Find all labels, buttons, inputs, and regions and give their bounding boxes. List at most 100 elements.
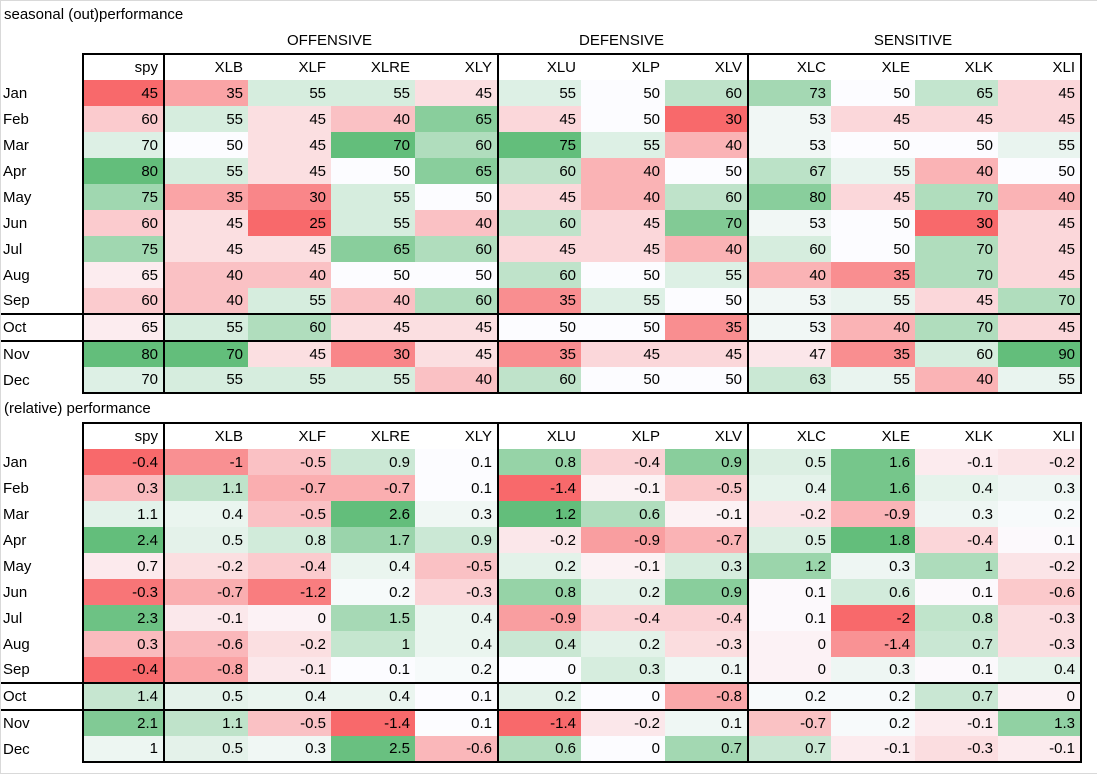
t2-cell-may-xlre[interactable]: 0.4 [331,553,415,579]
t2-cell-mar-xlb[interactable]: 0.4 [163,501,248,527]
t1-cell-may-xlc[interactable]: 80 [747,184,831,210]
t2-cell-apr-spy[interactable]: 2.4 [82,527,164,553]
t2-cell-jul-xlp[interactable]: -0.4 [581,605,665,631]
t2-cell-mar-xlv[interactable]: -0.1 [665,501,748,527]
t2-cell-apr-xle[interactable]: 1.8 [831,527,915,553]
t2-cell-may-xlu[interactable]: 0.2 [497,553,581,579]
t1-cell-feb-xle[interactable]: 45 [831,106,915,132]
t2-col-header-xlp[interactable]: XLP [581,422,665,449]
t1-cell-jul-xly[interactable]: 60 [415,236,498,262]
t1-cell-sep-xli[interactable]: 70 [998,288,1082,314]
t1-cell-oct-xlk[interactable]: 70 [915,313,998,342]
t2-cell-nov-xle[interactable]: 0.2 [831,710,915,736]
t1-cell-oct-spy[interactable]: 65 [82,313,164,342]
t2-cell-jun-xlre[interactable]: 0.2 [331,579,415,605]
t1-cell-may-xlre[interactable]: 55 [331,184,415,210]
t1-row-label-mar[interactable]: Mar [3,136,29,154]
t1-cell-sep-xlv[interactable]: 50 [665,288,748,314]
t1-cell-feb-xli[interactable]: 45 [998,106,1082,132]
t1-row-label-jun[interactable]: Jun [3,214,28,232]
t2-cell-jun-xlk[interactable]: 0.1 [915,579,998,605]
t2-cell-oct-spy[interactable]: 1.4 [82,682,164,711]
t2-cell-jan-xlv[interactable]: 0.9 [665,449,748,475]
t2-cell-aug-xlv[interactable]: -0.3 [665,631,748,657]
t2-cell-aug-xli[interactable]: -0.3 [998,631,1082,657]
t2-cell-feb-xlk[interactable]: 0.4 [915,475,998,501]
t2-cell-sep-xlre[interactable]: 0.1 [331,657,415,683]
t1-cell-oct-xlre[interactable]: 45 [331,313,415,342]
t1-cell-apr-xly[interactable]: 65 [415,158,498,184]
t2-row-label-nov[interactable]: Nov [3,715,30,732]
t2-cell-jun-xlv[interactable]: 0.9 [665,579,748,605]
t1-cell-sep-xlk[interactable]: 45 [915,288,998,314]
t1-cell-oct-xly[interactable]: 45 [415,313,498,342]
t2-row-label-may[interactable]: May [3,557,32,575]
t1-cell-aug-xli[interactable]: 45 [998,262,1082,288]
t1-cell-feb-xlu[interactable]: 45 [497,106,581,132]
t1-cell-dec-xlv[interactable]: 50 [665,367,748,394]
t2-cell-sep-xlu[interactable]: 0 [497,657,581,683]
t1-cell-jan-xle[interactable]: 50 [831,80,915,106]
t1-cell-apr-xlu[interactable]: 60 [497,158,581,184]
t2-cell-feb-xli[interactable]: 0.3 [998,475,1082,501]
t2-cell-aug-xle[interactable]: -1.4 [831,631,915,657]
t2-col-header-xlu[interactable]: XLU [497,422,581,449]
t1-cell-jun-xlre[interactable]: 55 [331,210,415,236]
t2-cell-oct-xly[interactable]: 0.1 [415,682,498,711]
t2-cell-feb-xly[interactable]: 0.1 [415,475,498,501]
t1-cell-mar-xlc[interactable]: 53 [747,132,831,158]
t2-cell-mar-xli[interactable]: 0.2 [998,501,1082,527]
t2-cell-dec-xli[interactable]: -0.1 [998,736,1082,763]
t1-col-header-xlv[interactable]: XLV [665,53,748,80]
t1-cell-may-xli[interactable]: 40 [998,184,1082,210]
t2-cell-nov-xlre[interactable]: -1.4 [331,710,415,736]
t2-cell-jul-xlb[interactable]: -0.1 [163,605,248,631]
t2-cell-oct-xlb[interactable]: 0.5 [163,682,248,711]
t1-cell-sep-xlre[interactable]: 40 [331,288,415,314]
t1-cell-sep-xlc[interactable]: 53 [747,288,831,314]
t2-cell-aug-xlu[interactable]: 0.4 [497,631,581,657]
t2-cell-feb-xlb[interactable]: 1.1 [163,475,248,501]
t2-cell-nov-xlu[interactable]: -1.4 [497,710,581,736]
t2-cell-jan-xlu[interactable]: 0.8 [497,449,581,475]
t1-cell-jun-spy[interactable]: 60 [82,210,164,236]
t2-cell-apr-xlre[interactable]: 1.7 [331,527,415,553]
t1-cell-jun-xlb[interactable]: 45 [163,210,248,236]
t1-cell-dec-xlf[interactable]: 55 [248,367,331,394]
t1-cell-may-xlu[interactable]: 45 [497,184,581,210]
t1-cell-may-xle[interactable]: 45 [831,184,915,210]
t1-cell-jun-xly[interactable]: 40 [415,210,498,236]
t1-cell-aug-xlre[interactable]: 50 [331,262,415,288]
t1-cell-feb-spy[interactable]: 60 [82,106,164,132]
t2-cell-aug-xlk[interactable]: 0.7 [915,631,998,657]
t2-cell-sep-spy[interactable]: -0.4 [82,657,164,683]
t1-cell-jun-xlp[interactable]: 45 [581,210,665,236]
t2-cell-jan-xlb[interactable]: -1 [163,449,248,475]
t1-cell-mar-xlu[interactable]: 75 [497,132,581,158]
t1-col-header-xlp[interactable]: XLP [581,53,665,80]
t2-cell-may-xly[interactable]: -0.5 [415,553,498,579]
t2-col-header-xle[interactable]: XLE [831,422,915,449]
t2-cell-nov-xlp[interactable]: -0.2 [581,710,665,736]
t2-cell-feb-xlu[interactable]: -1.4 [497,475,581,501]
t2-cell-mar-spy[interactable]: 1.1 [82,501,164,527]
t2-cell-sep-xlb[interactable]: -0.8 [163,657,248,683]
t1-row-label-oct[interactable]: Oct [1,313,83,342]
t2-cell-jan-xly[interactable]: 0.1 [415,449,498,475]
t2-cell-nov-xlf[interactable]: -0.5 [248,710,331,736]
t1-cell-sep-xle[interactable]: 55 [831,288,915,314]
t2-cell-dec-xlc[interactable]: 0.7 [747,736,831,763]
t1-cell-nov-xlf[interactable]: 45 [248,341,331,367]
t1-cell-nov-xlb[interactable]: 70 [163,341,248,367]
t1-cell-oct-xlp[interactable]: 50 [581,313,665,342]
t2-cell-nov-xly[interactable]: 0.1 [415,710,498,736]
t2-cell-jan-xle[interactable]: 1.6 [831,449,915,475]
t1-cell-may-xlv[interactable]: 60 [665,184,748,210]
t2-cell-dec-xle[interactable]: -0.1 [831,736,915,763]
t1-cell-nov-xlp[interactable]: 45 [581,341,665,367]
t1-cell-dec-spy[interactable]: 70 [82,367,164,394]
t1-row-label-feb[interactable]: Feb [3,110,29,128]
t1-cell-may-xlp[interactable]: 40 [581,184,665,210]
t1-cell-jun-xlk[interactable]: 30 [915,210,998,236]
t1-group-header-offensive[interactable]: OFFENSIVE [286,32,372,49]
